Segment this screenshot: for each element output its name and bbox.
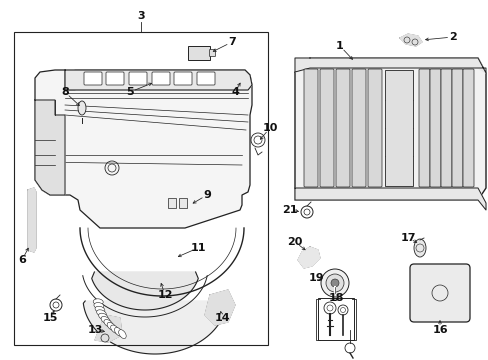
Polygon shape — [35, 100, 65, 195]
FancyBboxPatch shape — [440, 69, 451, 187]
Text: 15: 15 — [42, 313, 58, 323]
Text: 11: 11 — [190, 243, 205, 253]
Polygon shape — [297, 247, 319, 268]
Ellipse shape — [99, 313, 108, 320]
FancyBboxPatch shape — [129, 72, 147, 85]
Text: 2: 2 — [448, 32, 456, 42]
Text: 16: 16 — [431, 325, 447, 335]
Circle shape — [325, 274, 343, 292]
Ellipse shape — [119, 330, 126, 338]
FancyBboxPatch shape — [384, 70, 412, 186]
Ellipse shape — [114, 328, 122, 336]
Ellipse shape — [107, 323, 116, 330]
Text: 10: 10 — [262, 123, 277, 133]
Polygon shape — [95, 315, 122, 342]
FancyBboxPatch shape — [174, 72, 192, 85]
Text: 18: 18 — [327, 293, 343, 303]
Polygon shape — [294, 58, 485, 200]
Ellipse shape — [93, 299, 103, 305]
Text: 1: 1 — [335, 41, 343, 51]
FancyBboxPatch shape — [187, 46, 209, 60]
FancyBboxPatch shape — [409, 264, 469, 322]
FancyBboxPatch shape — [367, 69, 381, 187]
FancyBboxPatch shape — [462, 69, 473, 187]
Ellipse shape — [101, 316, 110, 324]
Text: 6: 6 — [18, 255, 26, 265]
FancyBboxPatch shape — [179, 198, 186, 208]
Text: 8: 8 — [61, 87, 69, 97]
Polygon shape — [28, 188, 36, 252]
FancyBboxPatch shape — [418, 69, 429, 187]
FancyBboxPatch shape — [351, 69, 365, 187]
Text: 17: 17 — [400, 233, 415, 243]
Text: 7: 7 — [228, 37, 235, 47]
Ellipse shape — [94, 303, 103, 309]
FancyBboxPatch shape — [319, 69, 333, 187]
FancyBboxPatch shape — [304, 69, 317, 187]
Ellipse shape — [104, 320, 113, 327]
Polygon shape — [83, 301, 226, 354]
Text: 12: 12 — [157, 290, 172, 300]
Polygon shape — [204, 290, 235, 325]
Text: 20: 20 — [287, 237, 302, 247]
FancyBboxPatch shape — [168, 198, 176, 208]
Circle shape — [330, 279, 338, 287]
Text: 14: 14 — [214, 313, 229, 323]
Text: 13: 13 — [87, 325, 102, 335]
FancyBboxPatch shape — [152, 72, 170, 85]
Polygon shape — [92, 272, 198, 310]
FancyBboxPatch shape — [209, 50, 215, 57]
Polygon shape — [35, 70, 251, 228]
Ellipse shape — [413, 239, 425, 257]
Text: 5: 5 — [126, 87, 134, 97]
FancyBboxPatch shape — [84, 72, 102, 85]
Text: 9: 9 — [203, 190, 210, 200]
Text: 4: 4 — [231, 87, 239, 97]
Circle shape — [320, 269, 348, 297]
Ellipse shape — [78, 101, 86, 115]
Polygon shape — [399, 34, 421, 46]
FancyBboxPatch shape — [429, 69, 440, 187]
Polygon shape — [294, 188, 485, 210]
Ellipse shape — [110, 325, 119, 333]
Text: 19: 19 — [307, 273, 323, 283]
Ellipse shape — [97, 310, 106, 316]
Text: 3: 3 — [137, 11, 144, 21]
Text: 21: 21 — [282, 205, 297, 215]
FancyBboxPatch shape — [197, 72, 215, 85]
FancyBboxPatch shape — [106, 72, 124, 85]
Polygon shape — [294, 58, 485, 73]
FancyBboxPatch shape — [451, 69, 462, 187]
FancyBboxPatch shape — [335, 69, 349, 187]
Ellipse shape — [95, 306, 104, 312]
Polygon shape — [65, 70, 251, 90]
